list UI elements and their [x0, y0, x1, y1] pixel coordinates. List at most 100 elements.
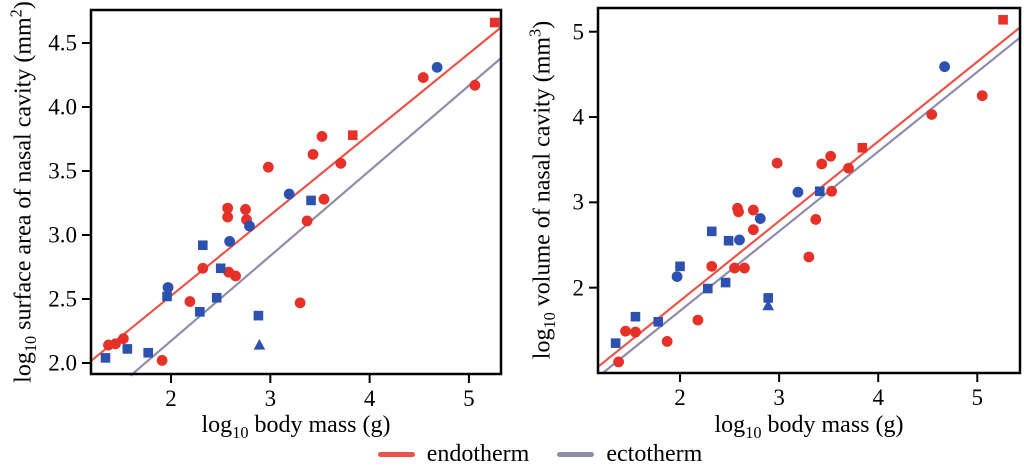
left-y-title-text-end: ) [10, 1, 37, 10]
ectotherm-square-marker [143, 347, 153, 358]
ectotherm-circle-marker [792, 186, 804, 198]
ectotherm-square-marker [720, 277, 731, 288]
left-y-title-superscript: 2 [6, 9, 26, 18]
endotherm-circle-marker [197, 262, 209, 274]
endotherm-circle-marker [301, 215, 313, 227]
ectotherm-circle-marker [431, 61, 443, 73]
endotherm-circle-marker [417, 72, 429, 83]
endotherm-circle-marker [156, 355, 168, 366]
plot-frame [596, 6, 1022, 375]
x-tick-label: 4 [872, 385, 884, 410]
y-tick-label: 4.0 [48, 94, 77, 120]
endotherm-circle-marker [294, 297, 306, 309]
endotherm-circle-marker [316, 131, 328, 142]
x-tick-label: 5 [971, 385, 984, 410]
x-tick-label: 3 [773, 385, 785, 410]
right-y-title-text-end: ) [529, 20, 556, 29]
x-tick-label: 2 [165, 386, 177, 411]
endotherm-circle-marker [747, 204, 759, 216]
endotherm-circle-marker [843, 162, 854, 174]
endotherm-square-marker [347, 130, 358, 140]
scatter-plot-volume: 2 3 4 5 2 3 4 5 [573, 6, 1022, 409]
plot-frame [89, 8, 503, 376]
x-tick-label: 5 [463, 386, 475, 411]
right-x-title-text-rest: body mass (g) [761, 412, 904, 438]
ectotherm-square-marker [306, 195, 316, 206]
endotherm-line-swatch [377, 452, 415, 457]
right-y-title-subscript: 10 [540, 312, 560, 329]
left-x-title-text-rest: body mass (g) [248, 412, 391, 438]
right-y-title-text: log [529, 328, 556, 360]
right-y-title-superscript: 3 [525, 28, 545, 37]
endotherm-circle-marker [706, 260, 718, 272]
y-tick-label: 3.0 [48, 222, 77, 248]
y-tick-label: 3.5 [48, 158, 77, 184]
ectotherm-square-marker [706, 226, 717, 237]
endotherm-circle-marker [692, 314, 704, 326]
endotherm-circle-marker [926, 109, 938, 120]
y-tick-label: 4.5 [48, 30, 77, 56]
endotherm-circle-marker [110, 338, 121, 350]
endotherm-fit-line [90, 26, 502, 362]
endotherm-circle-marker [620, 325, 631, 337]
left-x-title-text: log [201, 412, 233, 438]
ectotherm-circle-marker [162, 282, 174, 293]
plot-area [589, 6, 1022, 382]
plot-area [82, 8, 503, 383]
left-y-axis-title: log10 surface area of nasal cavity (mm2) [6, 1, 41, 383]
ectotherm-triangle-marker [253, 338, 266, 350]
ectotherm-circle-marker [939, 61, 950, 73]
endotherm-square-marker [489, 17, 500, 28]
endotherm-circle-marker [747, 224, 759, 236]
ectotherm-square-marker [215, 263, 226, 274]
endotherm-circle-marker [630, 326, 641, 338]
ectotherm-square-marker [253, 310, 264, 321]
y-tick-label: 2.0 [48, 350, 77, 376]
endotherm-square-marker [857, 142, 868, 153]
endotherm-circle-marker [222, 211, 234, 223]
legend-label-endotherm: endotherm [426, 441, 530, 467]
x-tick-label: 4 [363, 386, 376, 411]
ectotherm-square-marker [162, 291, 172, 302]
left-y-title-subscript: 10 [21, 335, 41, 353]
endotherm-circle-marker [335, 157, 347, 169]
left-x-axis-title: log10 body mass (g) [202, 413, 391, 441]
endotherm-circle-marker [262, 161, 274, 173]
ectotherm-square-marker [100, 353, 111, 363]
endotherm-circle-marker [318, 193, 330, 205]
ectotherm-circle-marker [734, 234, 745, 246]
endotherm-fit-line [598, 26, 1021, 368]
endotherm-circle-marker [729, 262, 740, 274]
ectotherm-square-marker [723, 235, 734, 246]
endotherm-circle-marker [816, 158, 828, 170]
ectotherm-triangle-marker [762, 299, 775, 311]
endotherm-circle-marker [825, 150, 837, 162]
left-y-title-text-mid: surface area of nasal cavity (mm [10, 17, 37, 336]
endotherm-circle-marker [826, 185, 838, 197]
ectotherm-square-marker [198, 240, 208, 251]
endotherm-circle-marker [230, 270, 241, 282]
ectotherm-square-marker [653, 317, 664, 327]
endotherm-circle-marker [733, 206, 744, 218]
ectotherm-fit-line [129, 57, 502, 377]
right-y-axis-title: log10 volume of nasal cavity (mm3) [525, 20, 560, 360]
ectotherm-square-marker [675, 261, 685, 272]
ectotherm-circle-marker [754, 213, 766, 224]
ectotherm-circle-marker [671, 271, 683, 282]
x-tick-label: 2 [674, 385, 686, 410]
ectotherm-square-marker [630, 311, 641, 322]
endotherm-circle-marker [184, 296, 196, 307]
endotherm-circle-marker [307, 148, 319, 160]
ectotherm-square-marker [122, 344, 133, 354]
ectotherm-circle-marker [224, 236, 236, 247]
endotherm-square-marker [998, 14, 1008, 25]
endotherm-circle-marker [240, 204, 251, 215]
legend-label-ectotherm: ectotherm [606, 441, 703, 467]
right-x-title-subscript: 10 [745, 422, 762, 442]
endotherm-circle-marker [771, 157, 783, 169]
right-x-title-text: log [714, 412, 746, 438]
y-tick-label: 2 [572, 275, 585, 301]
y-tick-label: 5 [572, 19, 585, 45]
left-y-title-text: log [10, 352, 37, 383]
